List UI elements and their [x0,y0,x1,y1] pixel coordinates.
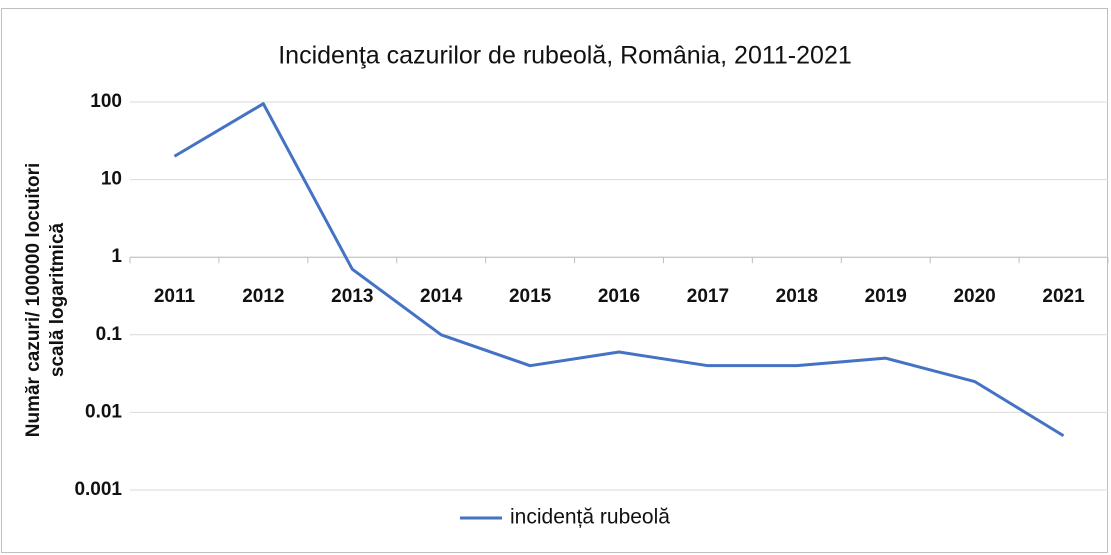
y-tick-label: 100 [90,91,122,112]
y-axis-label: Număr cazuri/ 100000 locuitori [23,163,44,438]
y-tick-label: 1 [111,246,122,267]
data-line [173,102,1065,438]
x-tick-label: 2012 [242,286,284,307]
y-tick-label: 0.001 [74,479,122,500]
x-tick-label: 2018 [776,286,818,307]
chart-frame [1,8,1108,553]
legend-label: incidență rubeolă [510,506,670,529]
x-tick-label: 2019 [865,286,907,307]
x-tick-label: 2015 [509,286,552,307]
x-tick-label: 2014 [420,286,463,307]
chart-title: Incidenţa cazurilor de rubeolă, România,… [278,42,852,70]
y-tick-label: 0.1 [96,324,123,345]
y-axis-label: scală logaritmică [47,222,68,377]
x-tick-label: 2013 [331,286,373,307]
y-tick-label: 0.01 [85,401,122,422]
x-tick-label: 2016 [598,286,640,307]
x-tick-label: 2017 [687,286,729,307]
x-tick-label: 2020 [953,286,995,307]
x-tick-label: 2021 [1042,286,1085,307]
y-tick-label: 10 [101,169,122,190]
x-tick-label: 2011 [154,286,196,307]
